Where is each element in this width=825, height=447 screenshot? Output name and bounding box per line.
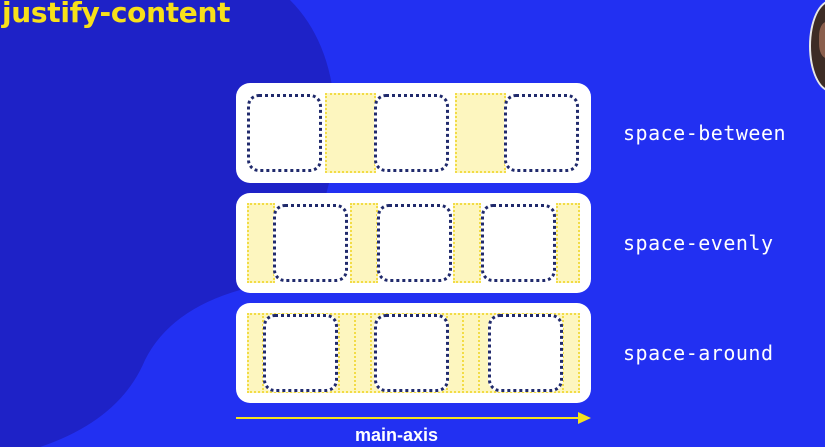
- label-space-around: space-around: [623, 341, 774, 365]
- margin-gap: [462, 313, 480, 393]
- free-space-gap: [455, 93, 506, 173]
- slide-title: justify-content: [2, 0, 231, 29]
- margin-gap: [247, 313, 264, 393]
- label-space-evenly: space-evenly: [623, 231, 774, 255]
- main-axis-label: main-axis: [355, 425, 439, 445]
- free-space-gap: [453, 203, 481, 283]
- margin-gap: [354, 313, 372, 393]
- free-space-gap: [350, 203, 378, 283]
- flex-item: [273, 204, 348, 282]
- flex-item: [481, 204, 556, 282]
- flex-item: [263, 314, 338, 392]
- flex-item: [488, 314, 563, 392]
- main-axis-line: [236, 417, 581, 419]
- flex-container-space-evenly: [236, 193, 591, 293]
- margin-gap: [562, 313, 580, 393]
- free-space-gap: [556, 203, 580, 283]
- flex-item: [374, 314, 449, 392]
- label-space-between: space-between: [623, 121, 787, 145]
- flex-item: [374, 94, 449, 172]
- flex-container-space-between: [236, 83, 591, 183]
- flex-item: [377, 204, 452, 282]
- flex-container-space-around: [236, 303, 591, 403]
- flex-item: [504, 94, 579, 172]
- right-arrow-icon: [578, 412, 591, 424]
- flex-item: [247, 94, 322, 172]
- free-space-gap: [247, 203, 275, 283]
- free-space-gap: [325, 93, 376, 173]
